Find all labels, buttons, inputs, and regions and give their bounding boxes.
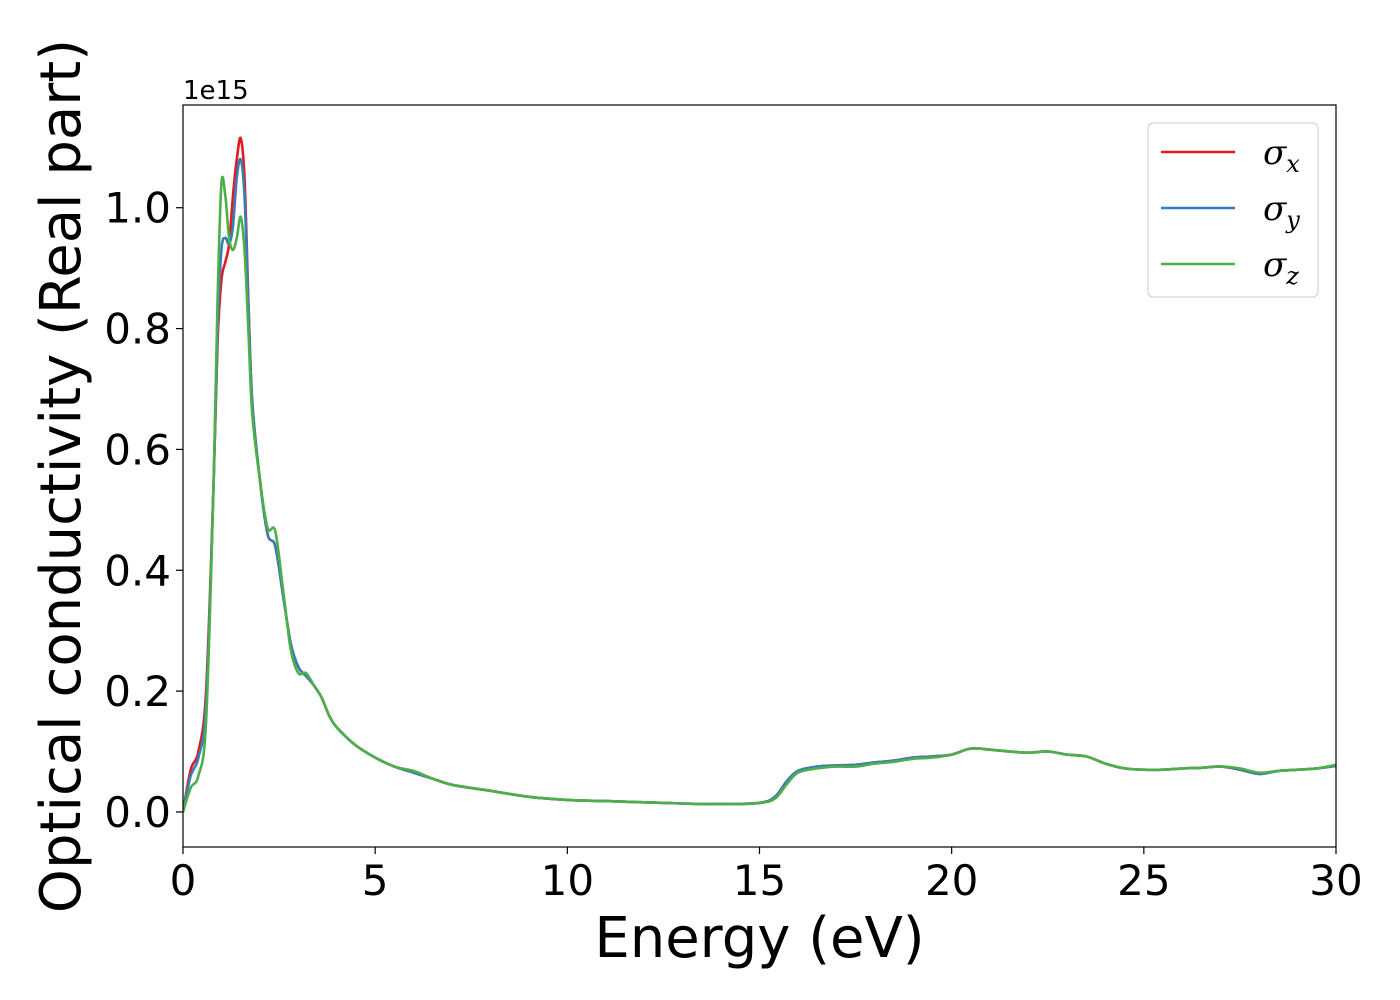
x-axis: 0 5 10 15 20 25 30 <box>170 847 1363 905</box>
y-tick-label: 1.0 <box>104 184 171 233</box>
y-axis-title: Optical conductivity (Real part) <box>29 39 94 913</box>
x-tick-label: 10 <box>541 856 594 905</box>
y-axis: 0.0 0.2 0.4 0.6 0.8 1.0 <box>104 184 183 837</box>
legend-label-y: σy <box>1263 189 1300 234</box>
y-tick-label: 0.2 <box>104 667 171 716</box>
x-tick-label: 5 <box>362 856 389 905</box>
y-tick-label: 0.4 <box>104 546 171 595</box>
series-line-z <box>183 175 1336 813</box>
legend-box <box>1147 122 1319 298</box>
x-tick-label: 25 <box>1117 856 1170 905</box>
x-axis-title: Energy (eV) <box>594 906 924 971</box>
x-tick-label: 30 <box>1309 856 1362 905</box>
y-offset-text: 1e15 <box>183 76 249 106</box>
x-tick-label: 0 <box>170 856 197 905</box>
legend-label-z: σz <box>1263 245 1299 290</box>
y-tick-label: 0.0 <box>104 788 171 837</box>
y-tick-label: 0.6 <box>104 425 171 474</box>
x-tick-label: 15 <box>733 856 786 905</box>
legend: σx σy σz <box>1147 122 1319 298</box>
x-tick-label: 20 <box>925 856 978 905</box>
y-tick-label: 0.8 <box>104 305 171 354</box>
series-layer <box>183 136 1336 813</box>
legend-label-x: σx <box>1263 133 1300 178</box>
